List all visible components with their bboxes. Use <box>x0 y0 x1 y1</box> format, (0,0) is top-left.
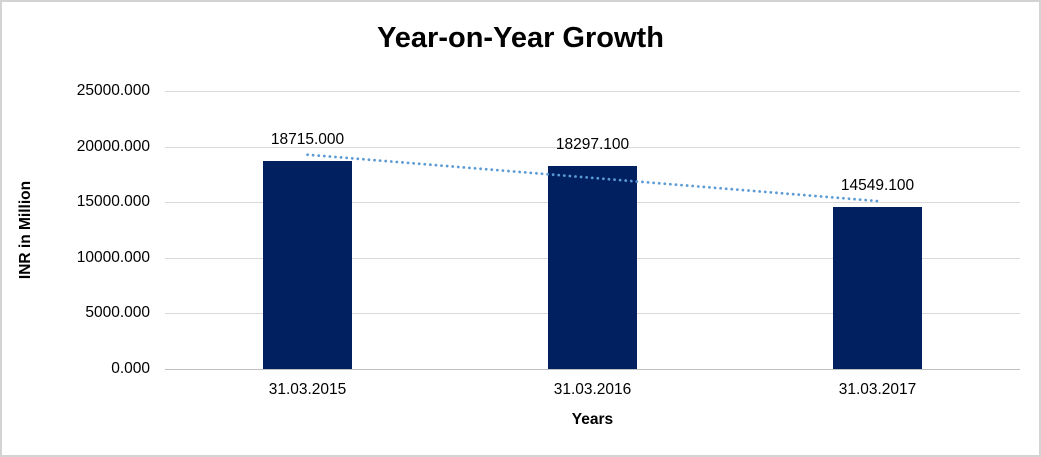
gridline <box>165 146 1020 148</box>
y-tick-label: 10000.000 <box>76 248 150 266</box>
bar <box>263 160 352 369</box>
x-axis-title: Years <box>571 411 614 428</box>
x-category-label: 31.03.2015 <box>268 381 347 398</box>
y-tick-label: 20000.000 <box>76 137 150 155</box>
y-tick-label: 15000.000 <box>76 193 150 211</box>
bar-data-label: 14549.100 <box>840 177 915 195</box>
bar <box>833 207 922 369</box>
x-category-label: 31.03.2017 <box>838 381 917 398</box>
y-tick-label: 5000.000 <box>85 304 150 322</box>
x-axis-line <box>165 369 1020 370</box>
y-tick-label: 0.000 <box>111 360 150 377</box>
chart-title: Year-on-Year Growth <box>377 22 664 54</box>
bar-data-label: 18715.000 <box>270 130 345 148</box>
gridline <box>165 91 1020 92</box>
bar <box>548 165 637 369</box>
x-category-label: 31.03.2016 <box>553 381 632 398</box>
y-tick-label: 25000.000 <box>76 82 150 99</box>
bar-data-label: 18297.100 <box>555 135 630 153</box>
